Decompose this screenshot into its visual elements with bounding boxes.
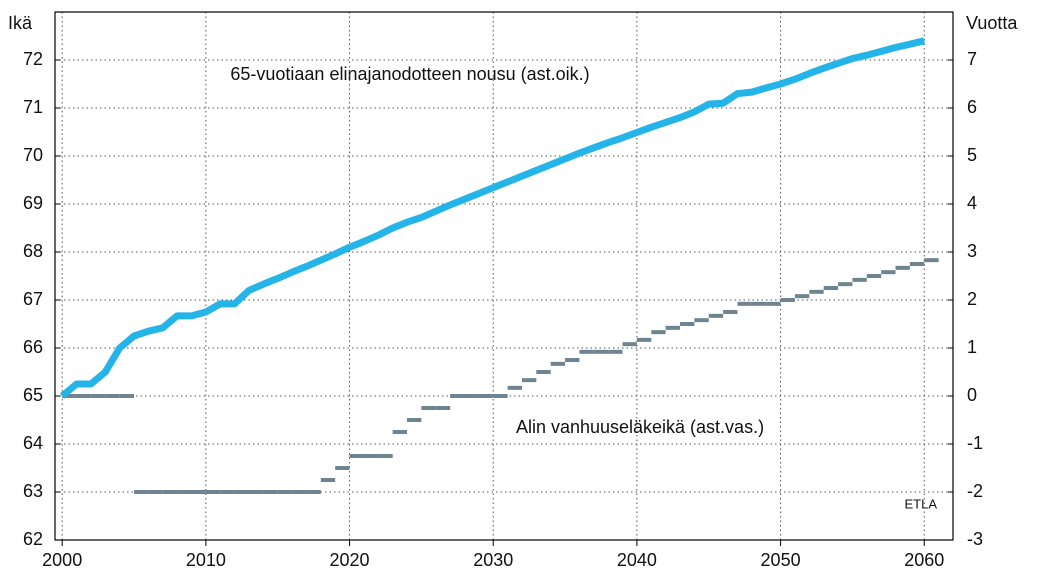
x-tick-label: 2020: [330, 550, 370, 570]
x-tick-label: 2050: [761, 550, 801, 570]
plot-frame: [54, 11, 954, 541]
y-tick-label: 72: [23, 49, 43, 69]
y2-tick-label: -1: [967, 433, 983, 453]
x-tick-label: 2030: [473, 550, 513, 570]
y2-tick-label: 4: [967, 193, 977, 213]
y-tick-label: 71: [23, 97, 43, 117]
y-tick-label: 64: [23, 433, 43, 453]
x-tick-label: 2060: [904, 550, 944, 570]
y-tick-label: 67: [23, 289, 43, 309]
y-axis-title: Ikä: [8, 13, 33, 33]
y-tick-label: 70: [23, 145, 43, 165]
y2-axis-title: Vuotta: [966, 13, 1018, 33]
y-tick-label: 68: [23, 241, 43, 261]
y-tick-label: 65: [23, 385, 43, 405]
y-tick-label: 62: [23, 529, 43, 549]
x-tick-label: 2010: [186, 550, 226, 570]
y2-tick-label: 2: [967, 289, 977, 309]
source: ETLA: [904, 496, 937, 511]
y2-tick-label: -2: [967, 481, 983, 501]
y-tick-label: 63: [23, 481, 43, 501]
y2-tick-label: -3: [967, 529, 983, 549]
y2-tick-label: 6: [967, 97, 977, 117]
annotation: 65-vuotiaan elinajanodotteen nousu (ast.…: [230, 64, 589, 84]
y2-tick-label: 7: [967, 49, 977, 69]
annotation: Alin vanhuuseläkeikä (ast.vas.): [516, 417, 764, 437]
line-series: [59, 37, 926, 399]
y-tick-label: 69: [23, 193, 43, 213]
x-tick-label: 2040: [617, 550, 657, 570]
y2-tick-label: 0: [967, 385, 977, 405]
x-tick-label: 2000: [42, 550, 82, 570]
y-tick-label: 66: [23, 337, 43, 357]
y2-tick-label: 5: [967, 145, 977, 165]
y2-tick-label: 3: [967, 241, 977, 261]
y2-tick-label: 1: [967, 337, 977, 357]
